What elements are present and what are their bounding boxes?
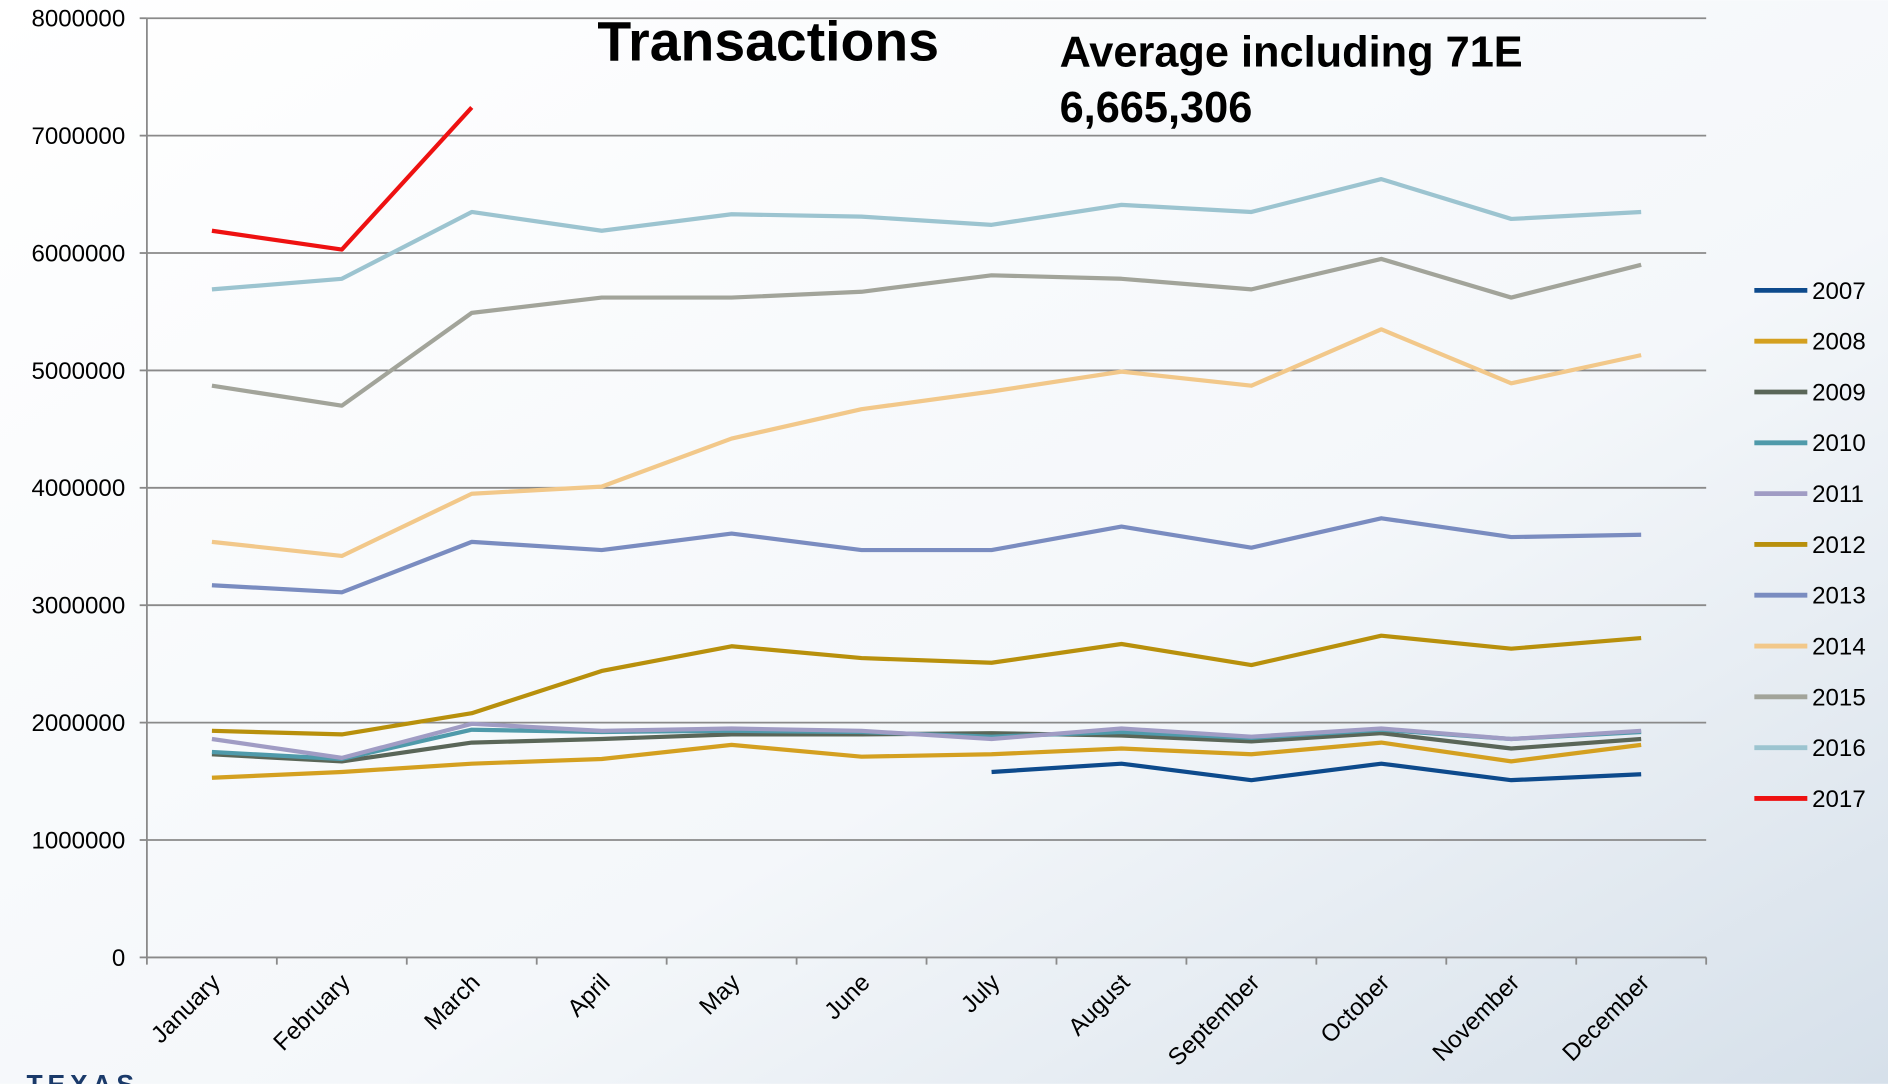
legend-label: 2008 <box>1812 329 1866 356</box>
legend-label: 2016 <box>1812 735 1866 762</box>
series-line <box>211 106 474 252</box>
legend-label: 2009 <box>1812 379 1866 406</box>
series-line <box>991 761 1642 783</box>
chart-title: Transactions <box>597 10 939 72</box>
series-line <box>211 516 1642 595</box>
y-tick-label: 5000000 <box>31 358 125 385</box>
y-tick-label: 3000000 <box>31 593 125 620</box>
logo: TEXAS <box>26 1069 138 1084</box>
y-tick-label: 2000000 <box>31 710 125 737</box>
legend-label: 2011 <box>1812 481 1864 508</box>
y-tick-label: 0 <box>112 945 125 972</box>
y-tick-label: 4000000 <box>31 475 125 502</box>
annotation: 6,665,306 <box>1060 84 1253 132</box>
legend-label: 2014 <box>1812 633 1866 660</box>
legend-label: 2013 <box>1812 583 1866 610</box>
y-tick-label: 8000000 <box>31 6 125 33</box>
series-line <box>211 721 1642 760</box>
legend-label: 2015 <box>1812 684 1866 711</box>
y-tick-label: 6000000 <box>31 240 125 267</box>
legend-label: 2017 <box>1812 786 1866 813</box>
series-line <box>211 327 1642 559</box>
legend-label: 2012 <box>1812 532 1866 559</box>
series-line <box>211 633 1642 737</box>
legend-label: 2007 <box>1812 278 1866 305</box>
series-line <box>211 176 1642 292</box>
series-line <box>211 256 1642 408</box>
y-tick-label: 7000000 <box>31 123 125 150</box>
series-line <box>211 740 1642 780</box>
y-tick-label: 1000000 <box>31 827 125 854</box>
annotation: Average including 71E <box>1060 28 1523 76</box>
legend-label: 2010 <box>1812 430 1866 457</box>
